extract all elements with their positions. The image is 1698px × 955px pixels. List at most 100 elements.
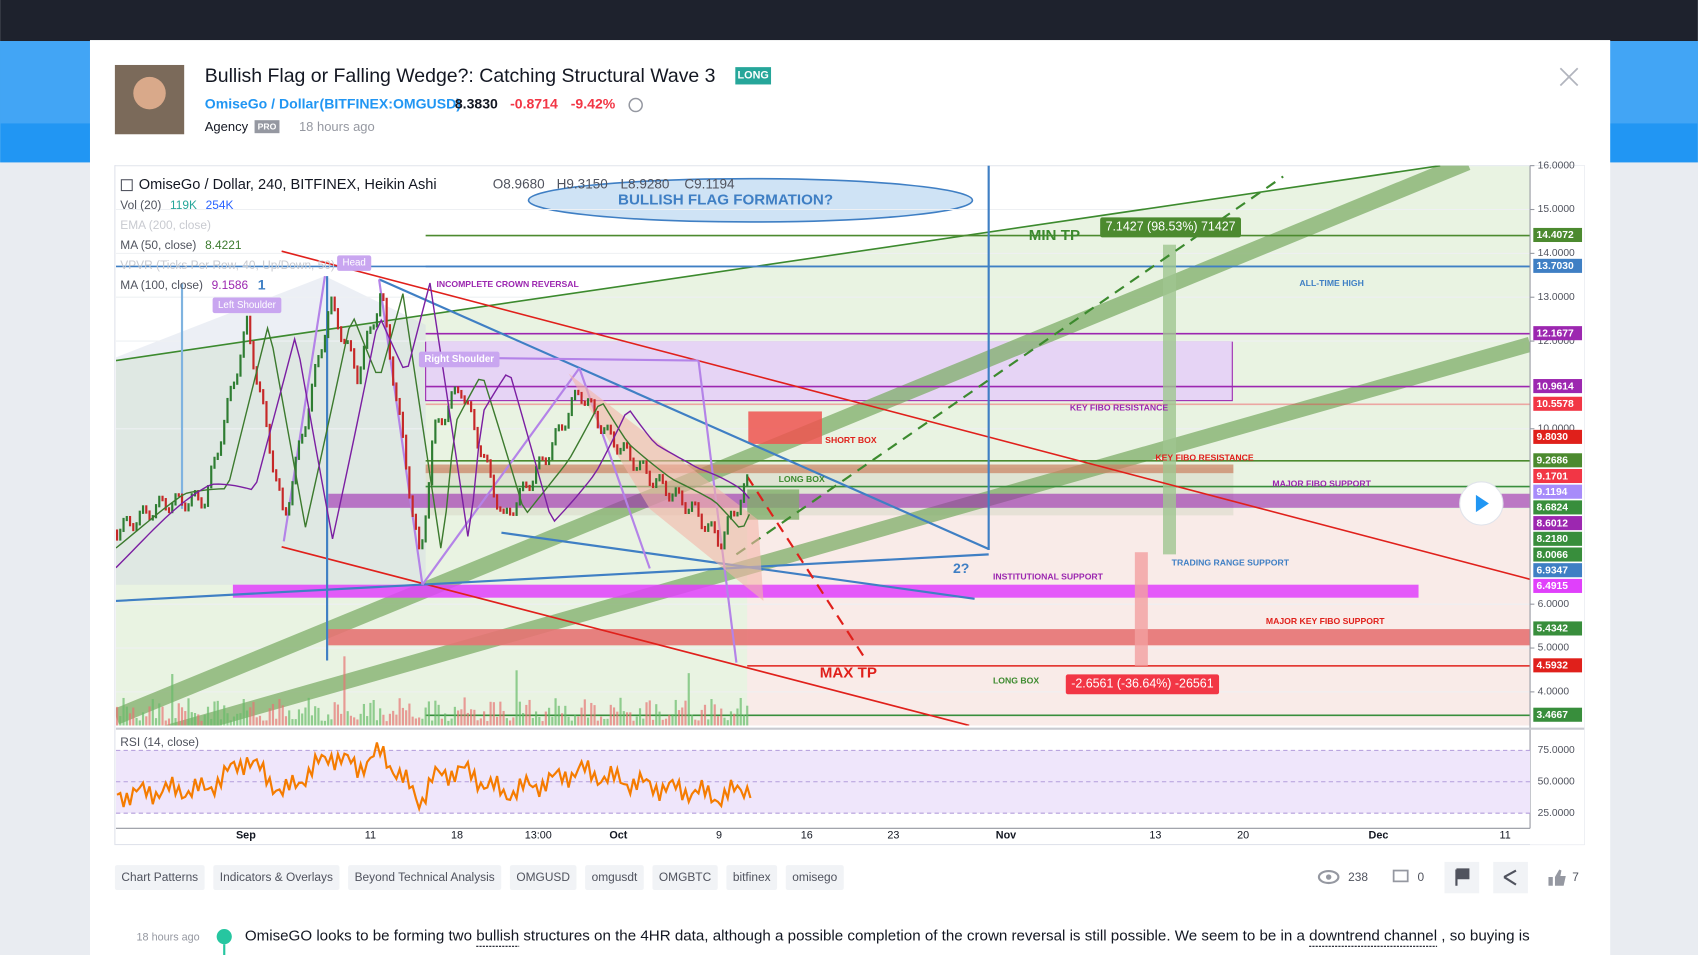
candle xyxy=(122,517,125,532)
tp-down xyxy=(1134,552,1148,666)
volume-bar xyxy=(278,698,281,726)
candle xyxy=(242,331,245,358)
candle xyxy=(648,470,651,486)
description-text: , so buying is xyxy=(1437,928,1530,945)
price-tag-label: 6.4915 xyxy=(1537,581,1569,592)
price-tag-label: 9.1701 xyxy=(1537,471,1569,482)
tag[interactable] xyxy=(213,865,340,891)
candle xyxy=(460,389,463,399)
volume-bar xyxy=(346,711,349,726)
legend-text: L8.9280 xyxy=(621,177,670,192)
price-tag-label: 6.9347 xyxy=(1537,565,1569,576)
candle xyxy=(671,493,674,502)
volume-bar xyxy=(372,700,375,726)
candle xyxy=(664,480,668,497)
exchange-link[interactable]: (BITFINEX:OMGUSD) xyxy=(320,96,461,112)
volume-bar xyxy=(161,706,164,726)
price-tag-label: 14.4072 xyxy=(1537,230,1574,241)
candle xyxy=(320,349,323,359)
price-tag xyxy=(1533,516,1583,531)
close-button[interactable] xyxy=(1559,67,1579,87)
volume-bar xyxy=(327,714,330,726)
rsi-line xyxy=(116,742,752,813)
time-label: 11 xyxy=(1500,830,1511,842)
volume-bar xyxy=(294,719,297,726)
candle xyxy=(245,315,249,335)
volume-bar xyxy=(418,717,421,726)
candle xyxy=(723,531,726,550)
volume-bar xyxy=(632,720,635,726)
price-tag-label: 12.1677 xyxy=(1537,328,1574,339)
price-tag-label: 3.4667 xyxy=(1537,710,1569,721)
share-button[interactable] xyxy=(1493,861,1528,894)
volume-bar xyxy=(460,709,463,726)
volume-bar xyxy=(379,708,382,726)
tag[interactable] xyxy=(652,865,718,891)
description-text[interactable]: bullish xyxy=(476,928,519,945)
legend-text: O8.9680 xyxy=(493,177,545,192)
candle xyxy=(398,397,401,415)
volume-bar xyxy=(447,720,450,726)
price-tick-label: 13.0000 xyxy=(1538,292,1575,303)
volume-bar xyxy=(668,714,671,726)
candle xyxy=(703,525,707,532)
price-tag-label: 13.7030 xyxy=(1537,261,1574,272)
volume-bar xyxy=(726,720,729,726)
annotation: LONG BOX xyxy=(779,474,825,484)
volume-bar xyxy=(349,715,353,726)
candle xyxy=(392,356,395,386)
description-text[interactable]: downtrend channel xyxy=(1309,928,1437,945)
annotation: KEY FIBO RESISTANCE xyxy=(1155,452,1254,462)
tag[interactable] xyxy=(785,865,844,891)
price: 8.3830 xyxy=(455,96,498,112)
channel-top xyxy=(115,165,1441,362)
volume-bar xyxy=(466,712,469,726)
time-label: 18 xyxy=(451,830,463,842)
volume-bar xyxy=(229,720,232,726)
candle xyxy=(421,539,424,550)
candle xyxy=(349,340,353,352)
candle xyxy=(200,497,203,509)
tag[interactable] xyxy=(726,865,778,891)
price-tick-label: 6.0000 xyxy=(1538,599,1570,610)
volume-bar xyxy=(427,701,430,726)
volume-bar xyxy=(739,697,742,726)
volume-bar xyxy=(502,710,505,726)
ma-100 xyxy=(115,282,750,569)
tag[interactable] xyxy=(509,865,577,891)
author[interactable]: Agency xyxy=(205,119,249,134)
candle xyxy=(249,315,252,345)
candle xyxy=(382,293,385,302)
volume-bar xyxy=(619,697,622,726)
price-tick-label: 4.0000 xyxy=(1538,687,1570,698)
candle xyxy=(489,459,492,478)
candle xyxy=(135,522,138,532)
volume-bar xyxy=(596,720,599,726)
alert-icon[interactable] xyxy=(628,97,643,113)
price-tag-label: 9.8030 xyxy=(1537,432,1569,443)
fibo-box xyxy=(425,340,1233,402)
volume-bar xyxy=(167,718,171,726)
candle xyxy=(138,510,141,526)
time-label: 20 xyxy=(1237,830,1249,842)
tag[interactable] xyxy=(348,865,502,891)
tag[interactable] xyxy=(585,865,644,891)
candle xyxy=(625,442,629,449)
volume-bar xyxy=(733,713,736,726)
candle xyxy=(167,507,171,514)
change: -0.8714 xyxy=(510,96,558,112)
comments-icon xyxy=(1392,869,1409,883)
tag[interactable] xyxy=(114,865,205,891)
annotation: Right Shoulder xyxy=(424,354,494,365)
volume-bar xyxy=(193,713,197,726)
volume-bar xyxy=(265,720,268,726)
candle xyxy=(629,445,632,461)
candle xyxy=(457,386,460,394)
volume-bar xyxy=(239,713,242,726)
candle xyxy=(593,399,596,415)
symbol-link[interactable]: OmiseGo / Dollar xyxy=(205,96,320,112)
description-text: OmiseGO looks to be forming two xyxy=(245,928,476,945)
comments: 0 xyxy=(1417,870,1424,884)
candle xyxy=(164,498,167,511)
